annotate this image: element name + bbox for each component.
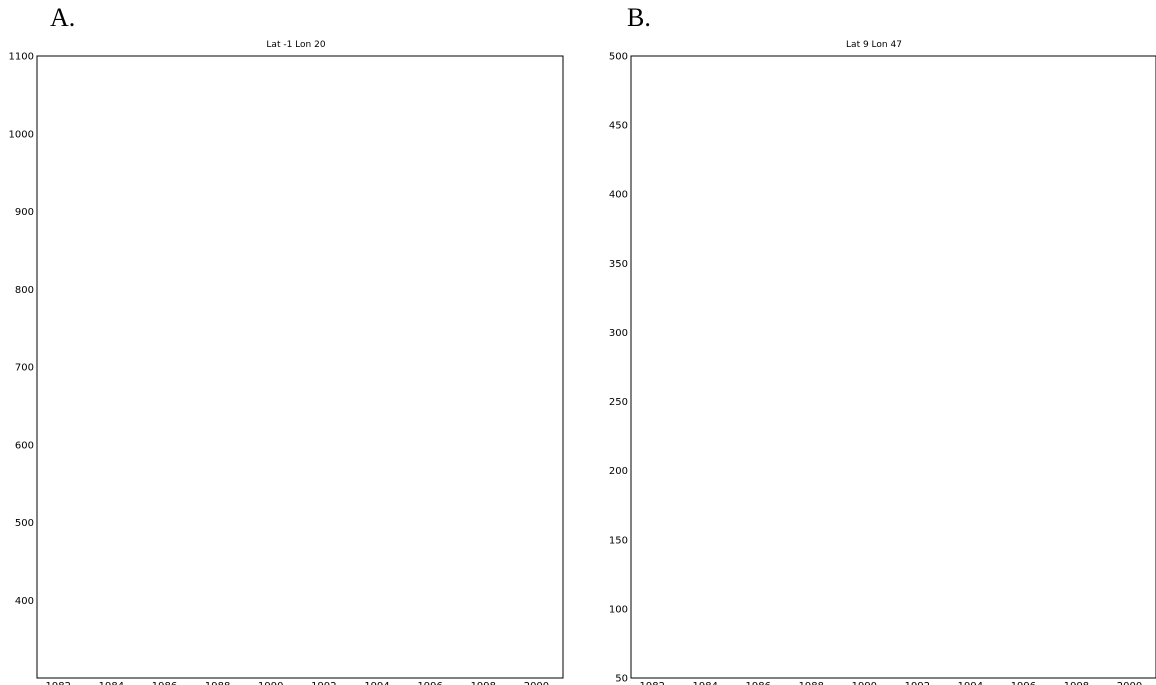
y-tick-label: 600 <box>15 440 34 451</box>
x-tick-label: 2000 <box>524 681 549 685</box>
x-tick-label: 2000 <box>1117 681 1142 685</box>
chart-a-title: Lat -1 Lon 20 <box>266 40 325 50</box>
x-tick-label: 1998 <box>471 681 496 685</box>
y-tick-label: 300 <box>609 328 628 339</box>
x-tick-label: 1998 <box>1064 681 1089 685</box>
y-tick-label: 50 <box>615 674 628 685</box>
panel-label-a: A. <box>50 3 75 32</box>
y-tick-label: 700 <box>15 363 34 374</box>
y-tick-label: 1000 <box>9 129 34 140</box>
chart-panel-a: Lat -1 Lon 20 1982 1984 1986 1988 1990 1992 19… <box>9 40 564 685</box>
y-tick-label: 500 <box>609 52 628 63</box>
x-tick-label: 1982 <box>639 681 664 685</box>
y-tick-label: 450 <box>609 121 628 132</box>
y-tick-label: 200 <box>609 466 628 477</box>
x-tick-label: 1992 <box>905 681 930 685</box>
x-tick-label: 1996 <box>417 681 442 685</box>
x-tick-label: 1996 <box>1011 681 1036 685</box>
y-tick-label: 900 <box>15 207 34 218</box>
x-tick-label: 1986 <box>746 681 771 685</box>
x-tick-label: 1988 <box>205 681 230 685</box>
x-tick-label: 1994 <box>364 681 389 685</box>
x-tick-label: 1990 <box>258 681 283 685</box>
chart-b-title: Lat 9 Lon 47 <box>846 40 902 50</box>
panel-label-b: B. <box>627 3 651 32</box>
y-tick-label: 350 <box>609 259 628 270</box>
x-tick-label: 1988 <box>799 681 824 685</box>
chart-panel-b: Lat 9 Lon 47 1982 1984 1986 1988 1990 1992 199… <box>609 40 1156 685</box>
x-tick-label: 1992 <box>311 681 336 685</box>
y-tick-label: 800 <box>15 285 34 296</box>
y-tick-label: 150 <box>609 535 628 546</box>
x-tick-label: 1986 <box>152 681 177 685</box>
y-tick-label: 400 <box>15 596 34 607</box>
y-tick-label: 1100 <box>9 52 34 63</box>
x-tick-label: 1984 <box>99 681 124 685</box>
y-tick-label: 400 <box>609 190 628 201</box>
x-tick-label: 1990 <box>852 681 877 685</box>
x-tick-label: 1994 <box>958 681 983 685</box>
y-tick-label: 250 <box>609 397 628 408</box>
chart-b-frame <box>630 55 1156 679</box>
chart-a-frame <box>36 55 564 679</box>
y-tick-label: 100 <box>609 604 628 615</box>
x-tick-label: 1982 <box>46 681 71 685</box>
y-tick-label: 500 <box>15 518 34 529</box>
x-tick-label: 1984 <box>693 681 718 685</box>
